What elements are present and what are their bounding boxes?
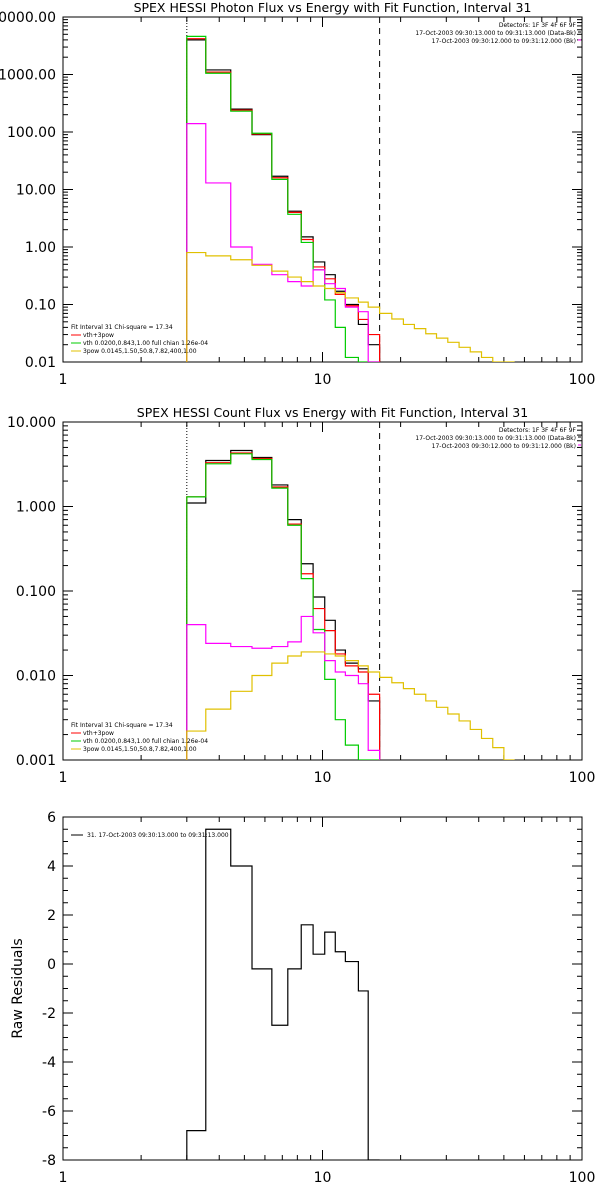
x-tick-label: 100: [569, 770, 596, 786]
series-line-1: [186, 38, 381, 362]
x-tick-label: 100: [569, 372, 596, 388]
y-tick-label: -2: [42, 1006, 56, 1022]
legend-line: vth+3pow: [83, 332, 114, 339]
series-line-2: [186, 453, 380, 760]
info-line: Detectors: 1F 3F 4F 6F 9F: [499, 427, 577, 434]
plot-frame: [62, 816, 583, 1161]
info-line: 17-Oct-2003 09:30:13.000 to 09:31:13.000…: [415, 30, 576, 37]
x-tick-label: 10: [314, 372, 332, 388]
series-group: [186, 35, 515, 362]
y-tick-label: 6: [47, 810, 56, 826]
y-tick-label: 1.000: [16, 500, 56, 516]
legend-line: vth 0.0200,0.843,1.00 full chian 1.26e-0…: [83, 340, 208, 347]
series-line-2: [186, 35, 380, 362]
series-line-1: [186, 452, 381, 760]
legend-line: vth 0.0200,0.843,1.00 full chian 1.26e-0…: [83, 738, 208, 745]
legend-line: 31. 17-Oct-2003 09:30:13.000 to 09:31:13…: [87, 832, 229, 839]
x-tick-label: 10: [314, 770, 332, 786]
y-tick-label: 0.01: [25, 355, 56, 371]
count-flux-panel: SPEX HESSI Count Flux vs Energy with Fit…: [7, 405, 595, 786]
series-line-0: [186, 39, 381, 362]
y-tick-label: 1.00: [25, 240, 56, 256]
y-tick-label: 0.10: [25, 298, 56, 314]
series-group: [186, 449, 515, 760]
chart-title: SPEX HESSI Photon Flux vs Energy with Fi…: [134, 0, 532, 15]
legend-line: 3pow 0.0145,1.50,50.8,7.82,400,1.00: [83, 348, 197, 355]
series-group: [186, 828, 380, 1160]
y-tick-label: -4: [42, 1055, 56, 1071]
y-tick-label: 0.001: [16, 753, 56, 769]
legend-line: Fit Interval 31 Chi-square = 17.34: [71, 722, 173, 729]
series-line-3: [186, 122, 380, 362]
y-tick-label: 0000.00: [0, 10, 56, 26]
y-tick-label: 0.100: [16, 584, 56, 600]
info-line: 17-Oct-2003 09:30:12.000 to 09:31:12.000…: [432, 38, 576, 45]
y-tick-label: 1000.00: [0, 68, 56, 84]
info-line: 17-Oct-2003 09:30:12.000 to 09:31:12.000…: [432, 443, 576, 450]
y-tick-label: 10.000: [7, 415, 56, 431]
x-tick-label: 1: [59, 770, 68, 786]
info-line: Detectors: 1F 3F 4F 6F 9F: [499, 22, 577, 29]
x-tick-label: 10: [314, 1170, 332, 1186]
info-line: 17-Oct-2003 09:30:13.000 to 09:31:13.000…: [415, 435, 576, 442]
series-line-0: [186, 449, 381, 760]
y-tick-label: 100.00: [7, 125, 56, 141]
photon-flux-panel: SPEX HESSI Photon Flux vs Energy with Fi…: [0, 0, 595, 388]
x-tick-label: 1: [59, 372, 68, 388]
plot-frame: [62, 421, 583, 761]
y-tick-label: 2: [47, 908, 56, 924]
y-tick-label: 0: [47, 957, 56, 973]
y-tick-label: 4: [47, 859, 56, 875]
y-tick-label: 10.00: [16, 183, 56, 199]
series-line-3: [186, 615, 381, 760]
x-tick-label: 100: [569, 1170, 596, 1186]
y-tick-label: -6: [42, 1104, 56, 1120]
y-axis-label: Raw Residuals: [10, 938, 26, 1038]
x-tick-label: 1: [59, 1170, 68, 1186]
legend-line: Fit Interval 31 Chi-square = 17.34: [71, 324, 173, 331]
y-tick-label: 0.010: [16, 669, 56, 685]
plot-frame: [62, 16, 583, 363]
series-line-0: [186, 828, 380, 1160]
series-line-4: [186, 251, 515, 362]
legend-line: 3pow 0.0145,1.50,50.8,7.82,400,1.00: [83, 746, 197, 753]
legend-line: vth+3pow: [83, 730, 114, 737]
chart-title: SPEX HESSI Count Flux vs Energy with Fit…: [137, 405, 528, 420]
residuals-panel: 1 10 100 -8 -6 -4 -2 0 2 4 6 Raw Residuals 31. 17-Oc…: [10, 810, 595, 1186]
series-line-4: [186, 651, 515, 760]
y-tick-label: -8: [42, 1153, 56, 1169]
